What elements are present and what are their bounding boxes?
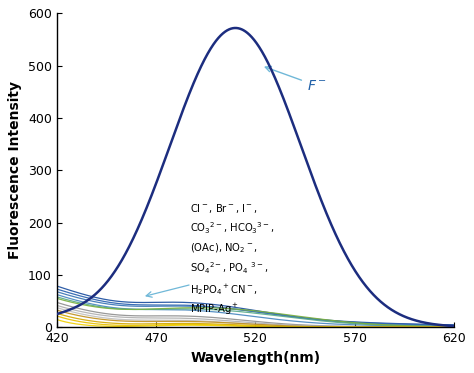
Text: $F^-$: $F^-$ [265,66,327,93]
Text: Cl$^-$, Br$^-$, I$^-$,
CO$_3$$^{2-}$, HCO$_3$$^{3-}$,
(OAc), NO$_2$$^-$,
SO$_4$$: Cl$^-$, Br$^-$, I$^-$, CO$_3$$^{2-}$, HC… [190,202,274,317]
X-axis label: Wavelength(nm): Wavelength(nm) [190,351,320,365]
Y-axis label: Fluorescence Intensity: Fluorescence Intensity [9,81,22,259]
